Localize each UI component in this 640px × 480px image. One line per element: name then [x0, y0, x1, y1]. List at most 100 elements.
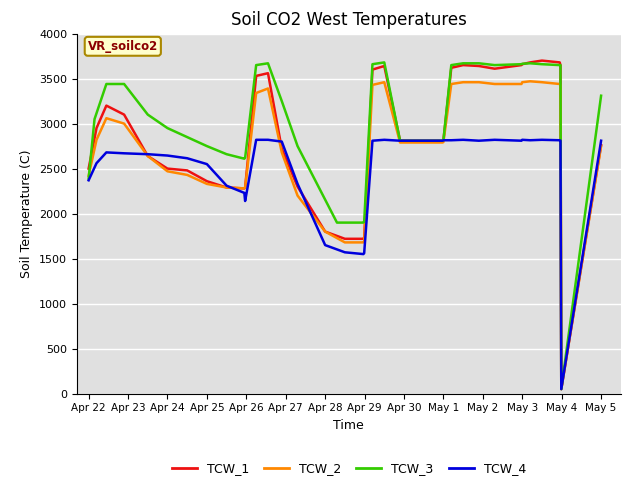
TCW_2	[460, 79, 467, 85]
TCW_3	[223, 151, 230, 157]
TCW_2	[264, 85, 272, 91]
TCW_4	[439, 138, 447, 144]
TCW_2	[491, 81, 499, 87]
TCW_2	[360, 239, 368, 244]
TCW_3	[491, 62, 499, 68]
TCW_4	[223, 183, 230, 189]
TCW_1	[491, 66, 499, 72]
TCW_4	[102, 150, 110, 156]
TCW_1	[294, 184, 301, 190]
TCW_3	[460, 60, 467, 66]
Line: TCW_3: TCW_3	[88, 62, 601, 389]
TCW_3	[241, 156, 248, 162]
TCW_4	[597, 138, 605, 144]
TCW_2	[84, 173, 92, 179]
TCW_4	[164, 153, 172, 158]
TCW_4	[518, 138, 525, 144]
TCW_4	[396, 138, 404, 144]
TCW_4	[321, 242, 329, 248]
TCW_4	[294, 181, 301, 187]
TCW_4	[341, 250, 349, 255]
TCW_4	[526, 137, 534, 143]
TCW_1	[557, 62, 564, 68]
TCW_1	[518, 61, 526, 67]
TCW_1	[144, 153, 152, 159]
TCW_2	[447, 81, 455, 87]
TCW_4	[360, 251, 367, 257]
TCW_4	[518, 137, 526, 143]
TCW_4	[460, 137, 467, 143]
TCW_2	[369, 82, 376, 88]
TCW_4	[120, 150, 128, 156]
TCW_4	[241, 198, 249, 204]
TCW_3	[440, 137, 447, 143]
TCW_3	[278, 98, 285, 104]
TCW_2	[341, 240, 349, 245]
TCW_1	[447, 65, 455, 71]
TCW_1	[360, 236, 367, 242]
TCW_3	[360, 220, 367, 226]
TCW_2	[475, 79, 483, 85]
TCW_4	[241, 190, 248, 196]
TCW_2	[252, 90, 260, 96]
TCW_1	[440, 137, 447, 143]
TCW_4	[264, 137, 272, 143]
Legend: TCW_1, TCW_2, TCW_3, TCW_4: TCW_1, TCW_2, TCW_3, TCW_4	[167, 457, 531, 480]
TCW_2	[538, 79, 546, 85]
TCW_4	[475, 138, 483, 144]
TCW_2	[93, 137, 100, 143]
TCW_3	[183, 134, 191, 140]
TCW_4	[538, 137, 546, 143]
TCW_2	[412, 140, 420, 145]
TCW_3	[439, 138, 447, 144]
TCW_3	[538, 61, 546, 67]
TCW_2	[396, 140, 404, 145]
TCW_1	[264, 70, 272, 76]
TCW_3	[597, 93, 605, 98]
TCW_3	[102, 81, 110, 87]
TCW_2	[183, 172, 191, 178]
TCW_1	[538, 58, 546, 63]
TCW_1	[93, 125, 100, 131]
TCW_1	[557, 386, 565, 392]
TCW_4	[278, 139, 285, 144]
TCW_4	[412, 138, 420, 144]
TCW_3	[412, 138, 420, 144]
TCW_1	[203, 178, 211, 184]
TCW_2	[164, 168, 172, 174]
TCW_2	[120, 120, 128, 126]
TCW_1	[597, 142, 605, 148]
TCW_3	[518, 61, 525, 67]
TCW_4	[491, 137, 499, 143]
TCW_2	[241, 185, 248, 191]
TCW_1	[460, 62, 467, 68]
TCW_1	[321, 228, 329, 234]
TCW_3	[557, 62, 564, 68]
TCW_1	[396, 138, 404, 144]
TCW_4	[183, 156, 191, 161]
Line: TCW_1: TCW_1	[88, 60, 601, 389]
TCW_3	[475, 60, 483, 66]
TCW_3	[360, 219, 368, 225]
TCW_1	[183, 168, 191, 173]
TCW_2	[557, 82, 564, 88]
TCW_3	[557, 386, 565, 392]
TCW_3	[241, 155, 249, 161]
TCW_1	[102, 103, 110, 108]
TCW_2	[294, 192, 301, 199]
TCW_2	[526, 78, 534, 84]
TCW_2	[321, 228, 329, 234]
TCW_2	[223, 185, 230, 191]
TCW_1	[84, 166, 92, 171]
TCW_1	[439, 138, 447, 144]
TCW_2	[278, 150, 285, 156]
TCW_4	[203, 161, 211, 167]
TCW_3	[526, 60, 534, 66]
X-axis label: Time: Time	[333, 419, 364, 432]
TCW_4	[440, 137, 447, 143]
TCW_1	[241, 185, 248, 191]
TCW_4	[447, 137, 455, 143]
TCW_4	[380, 137, 388, 143]
TCW_1	[223, 185, 230, 191]
TCW_3	[144, 112, 152, 118]
